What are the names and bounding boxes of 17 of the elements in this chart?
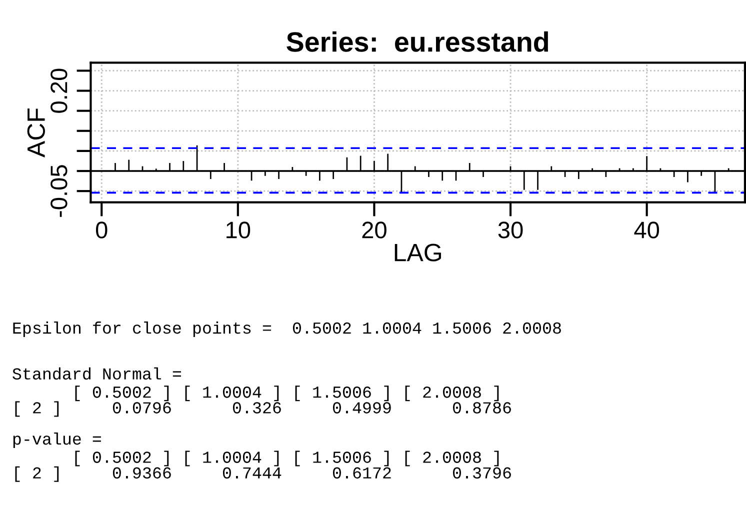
x-tick-label: 30 [498,222,523,238]
y-tick-label: -0.05 [50,165,68,217]
y-axis-title: ACF [27,108,46,158]
x-tick-label: 40 [634,222,660,238]
text: Epsilon for close points = 0.5002 1.0004 1.5006 2.0008 [13,322,561,338]
text: [ 0.5002 ] [ 1.0004 ] [ 1.5006 ] [ 2.0008 ] [75,386,499,402]
text: [ 2 ] 0.0796 0.326 0.4999 0.8786 [15,401,511,417]
x-tick-label: 20 [362,222,386,238]
x-tick-label: 0 [96,222,108,238]
text: [ 2 ] 0.9366 0.7444 0.6172 0.3796 [15,466,511,482]
chart-title: Series: eu.resstand [286,31,548,52]
text: [ 0.5002 ] [ 1.0004 ] [ 1.5006 ] [ 2.0008 ] [75,450,499,466]
text: Standard Normal = [12,367,182,380]
x-tick-label: 10 [226,222,250,238]
text: p-value = [13,432,101,448]
y-tick-label: 0.20 [50,68,68,113]
x-axis-title: LAG [394,244,441,262]
